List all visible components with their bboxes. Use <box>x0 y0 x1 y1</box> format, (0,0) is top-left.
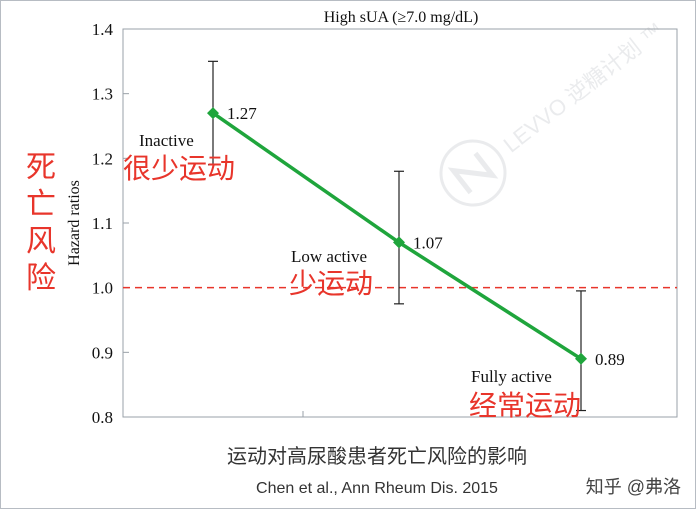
data-points <box>207 60 587 412</box>
series-line <box>212 111 582 361</box>
y-axis-label: Hazard ratios <box>66 180 83 266</box>
data-point-marker <box>393 236 405 249</box>
category-label: Inactive <box>139 131 194 150</box>
data-value-label: 0.89 <box>595 350 625 369</box>
data-labels: 1.27 Inactive 很少运动 1.07 Low active 少运动 0.89 Ful… <box>123 104 625 421</box>
y-tick-label: 0.9 <box>92 343 113 362</box>
category-label-cn: 很少运动 <box>123 153 235 184</box>
data-point-marker <box>575 352 587 365</box>
y-tick-label: 1.3 <box>92 85 113 104</box>
y-tick-label: 1.1 <box>92 214 113 233</box>
data-point-marker <box>207 107 219 120</box>
category-label: Low active <box>291 247 367 266</box>
category-label-cn: 经常运动 <box>469 390 581 421</box>
y-axis: 0.8 0.9 1.0 1.1 1.2 1.3 1.4 <box>92 20 129 427</box>
series-line-path <box>212 111 582 361</box>
attribution: 知乎 @弗洛 <box>586 477 681 497</box>
caption: 运动对高尿酸患者死亡风险的影响 <box>227 445 527 468</box>
category-label: Fully active <box>471 367 552 386</box>
citation: Chen et al., Ann Rheum Dis. 2015 <box>256 480 498 497</box>
category-label-cn: 少运动 <box>289 268 373 299</box>
y-tick-label: 0.8 <box>92 408 113 427</box>
chart-title: High sUA (≥7.0 mg/dL) <box>324 9 479 26</box>
y-tick-label: 1.0 <box>92 279 113 298</box>
data-value-label: 1.27 <box>227 104 257 123</box>
data-value-label: 1.07 <box>413 233 443 252</box>
watermark-text: LEVVO 逆糖计划 ™ <box>499 17 669 157</box>
y-tick-label: 1.2 <box>92 149 113 168</box>
y-tick-label: 1.4 <box>92 20 114 39</box>
y-axis-label-cn: 死亡风险 <box>26 151 56 295</box>
watermark-logo: LEVVO 逆糖计划 ™ <box>439 17 669 207</box>
